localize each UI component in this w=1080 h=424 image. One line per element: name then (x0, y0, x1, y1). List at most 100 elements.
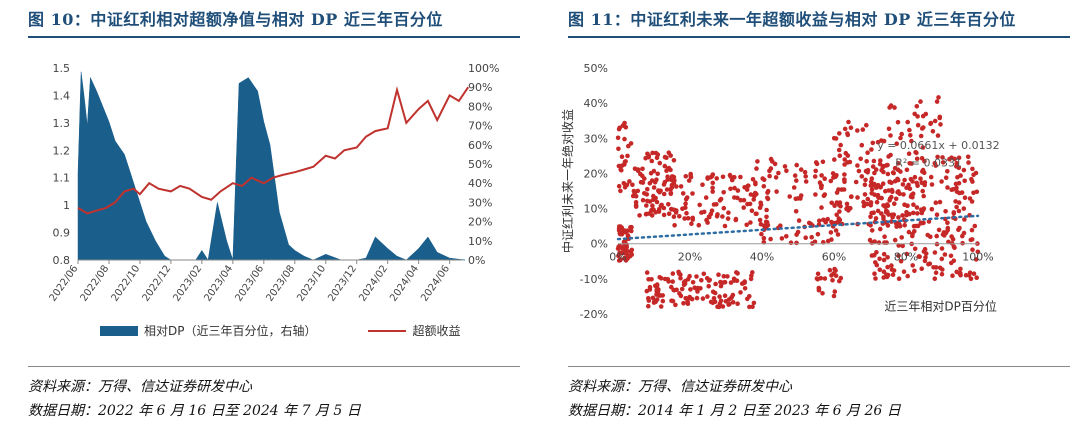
scatter-point (673, 210, 679, 215)
scatter-point (881, 216, 886, 222)
scatter-point (909, 161, 914, 166)
scatter-point (748, 220, 753, 225)
scatter-point (892, 237, 898, 243)
scatter-point (793, 209, 799, 214)
scatter-point (914, 180, 919, 186)
scatter-point (880, 164, 886, 170)
x-tick-label: 2024/04 (388, 263, 421, 303)
scatter-point (730, 300, 736, 305)
scatter-point (956, 200, 962, 205)
scatter-point (666, 150, 672, 155)
scatter-point (714, 176, 719, 181)
scatter-point (644, 270, 650, 275)
scatter-point (894, 141, 899, 146)
scatter-point (798, 167, 804, 172)
scatter-point (853, 179, 859, 185)
scatter-point (848, 194, 854, 200)
scatter-point (878, 185, 883, 190)
scatter-point (972, 223, 978, 229)
scatter-point (684, 210, 689, 216)
scatter-point (728, 174, 733, 179)
left-legend: 相对DP（近三年百分位，右轴） 超额收益 (100, 322, 461, 339)
scatter-point (644, 192, 650, 197)
scatter-point (909, 138, 914, 144)
scatter-point (887, 196, 893, 201)
scatter-point (712, 299, 718, 305)
scatter-point (915, 211, 920, 216)
scatter-point (892, 201, 897, 206)
scatter-point (703, 195, 709, 200)
scatter-point (648, 170, 654, 176)
x-tick-label: 2024/06 (419, 263, 452, 303)
scatter-point (872, 181, 877, 187)
scatter-point (974, 275, 979, 280)
scatter-point (654, 282, 660, 287)
scatter-point (802, 169, 808, 175)
scatter-point (941, 230, 947, 235)
scatter-point (958, 270, 963, 276)
scatter-point (751, 300, 757, 306)
scatter-point (868, 223, 873, 228)
scatter-point (623, 159, 628, 164)
scatter-point (754, 166, 759, 171)
scatter-point (887, 179, 892, 185)
scatter-point (629, 228, 634, 234)
scatter-point (940, 160, 946, 165)
scatter-point (960, 233, 965, 239)
scatter-point (732, 195, 737, 200)
scatter-point (690, 280, 696, 285)
scatter-point (690, 215, 695, 221)
scatter-point (886, 212, 891, 217)
scatter-point (813, 168, 818, 174)
scatter-point (888, 133, 893, 138)
scatter-point (873, 216, 879, 221)
scatter-point (728, 186, 733, 192)
y-right-tick-label: 70% (468, 120, 492, 133)
scatter-point (633, 204, 639, 209)
scatter-point (630, 182, 635, 188)
scatter-point (723, 299, 729, 304)
scatter-point (898, 258, 904, 264)
scatter-point (658, 276, 664, 281)
scatter-point (839, 187, 844, 192)
scatter-point (864, 159, 869, 164)
dp-percentile-area (77, 71, 466, 261)
scatter-point (813, 160, 819, 165)
scatter-point (894, 224, 899, 229)
x-tick-label: 2023/02 (171, 263, 204, 303)
scatter-point (623, 125, 629, 130)
scatter-point (873, 276, 878, 281)
scatter-point (670, 298, 676, 304)
scatter-point (896, 276, 902, 281)
x-tick-label: 2022/10 (110, 263, 143, 303)
scatter-point (627, 253, 633, 259)
scatter-point (758, 200, 763, 206)
scatter-point (966, 160, 971, 165)
scatter-point (935, 133, 941, 138)
trend-line (616, 214, 980, 241)
scatter-point (915, 114, 920, 119)
scatter-point (935, 154, 940, 160)
scatter-point (725, 274, 730, 279)
scatter-point (973, 170, 979, 176)
scatter-point (922, 258, 928, 264)
scatter-point (649, 213, 655, 218)
scatter-point (921, 193, 926, 199)
trend-equation: y = 0.0661x + 0.0132 (877, 139, 999, 152)
scatter-point (842, 172, 847, 177)
scatter-point (792, 173, 798, 178)
scatter-point (628, 225, 633, 230)
scatter-point (827, 267, 833, 273)
scatter-point (895, 189, 900, 195)
scatter-point (845, 131, 850, 136)
scatter-point (930, 129, 936, 134)
scatter-point (929, 206, 935, 212)
scatter-point (679, 286, 685, 292)
scatter-point (837, 153, 843, 158)
scatter-point (900, 182, 906, 187)
scatter-point (933, 200, 939, 205)
scatter-point (720, 174, 726, 180)
scatter-point (856, 168, 862, 174)
scatter-point (815, 271, 821, 277)
scatter-point (932, 276, 938, 281)
